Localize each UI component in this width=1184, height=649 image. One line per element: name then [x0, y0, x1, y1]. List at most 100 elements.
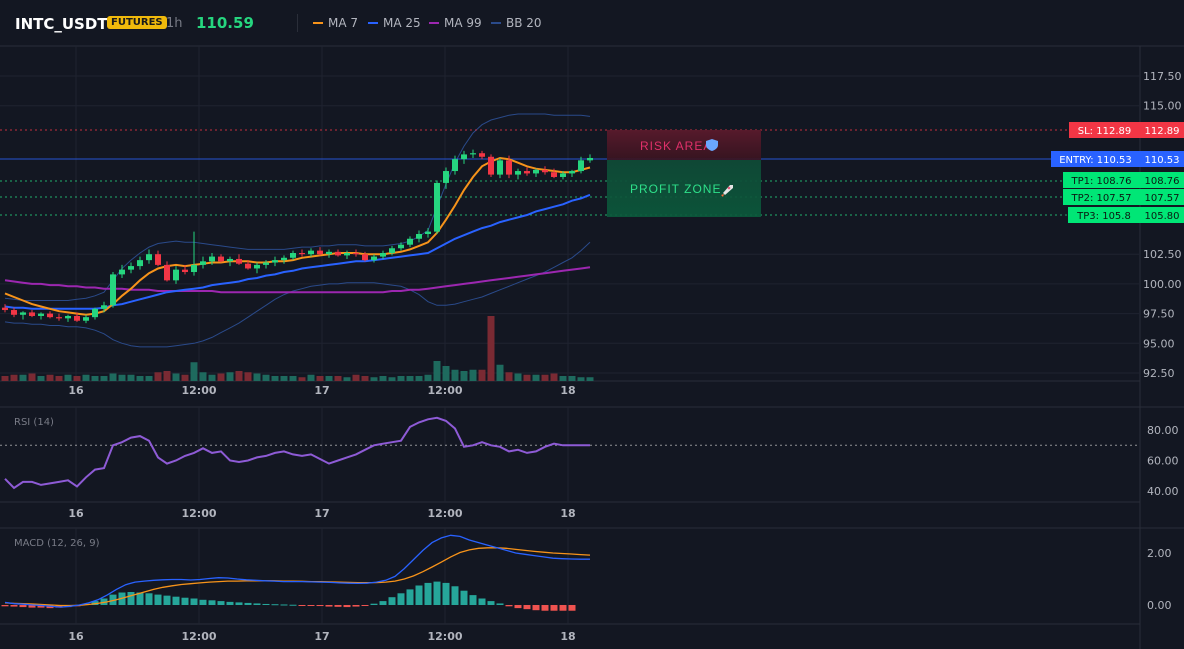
volume-bar: [217, 373, 225, 381]
price-tick-label: 92.50: [1143, 367, 1175, 380]
time-tick-label: 17: [314, 507, 329, 520]
volume-bar: [118, 374, 126, 381]
candle-body: [227, 258, 233, 262]
volume-bars: [1, 316, 594, 381]
tp2-tag: TP2: 107.57 107.57: [1063, 189, 1184, 205]
volume-bar: [424, 374, 432, 381]
tp1-tag-label-box: [1063, 172, 1140, 188]
volume-bar: [289, 376, 297, 381]
macd-pane: 2.00 0.00: [1, 534, 1172, 612]
symbol-label[interactable]: INTC_USDT: [15, 15, 108, 33]
volume-bar: [199, 372, 207, 381]
macd-histogram-bar: [433, 581, 441, 605]
tp3-tag-value: 105.80: [1145, 211, 1180, 222]
volume-bar: [550, 373, 558, 381]
macd-histogram-bar: [10, 605, 18, 607]
tp1-tag: TP1: 108.76 108.76: [1063, 172, 1184, 188]
macd-signal-line: [4, 547, 591, 607]
tp3-tag-value-box: [1140, 207, 1184, 223]
ma7-swatch-icon: [313, 22, 323, 24]
candle-body: [290, 253, 296, 258]
candle-body: [308, 250, 314, 255]
sl-tag: SL: 112.89 112.89: [1069, 122, 1184, 138]
volume-bar: [298, 377, 306, 381]
legend-ma99[interactable]: MA 99: [429, 16, 482, 30]
macd-histogram-bar: [496, 603, 504, 605]
macd-histogram-bar: [316, 605, 324, 607]
time-tick-label: 17: [314, 384, 329, 397]
volume-bar: [487, 316, 495, 381]
volume-bar: [73, 376, 81, 381]
rsi-tick-label: 60.00: [1147, 455, 1179, 468]
volume-bar: [343, 377, 351, 381]
tp1-tag-value: 108.76: [1145, 176, 1180, 187]
macd-histogram-bar: [91, 601, 99, 605]
macd-histogram-bar: [379, 601, 387, 605]
legend-ma7[interactable]: MA 7: [313, 16, 358, 30]
sl-tag-value-box: [1140, 122, 1184, 138]
candle-body: [542, 169, 548, 173]
macd-histogram-bar: [460, 590, 468, 605]
volume-bar: [352, 374, 360, 381]
volume-bar: [532, 374, 540, 381]
macd-histogram-bar: [541, 605, 549, 611]
macd-histogram-bar: [334, 605, 342, 607]
candle-body: [218, 256, 224, 262]
candle-body: [398, 244, 404, 249]
candle-body: [299, 253, 305, 255]
candle-body: [569, 171, 575, 174]
time-tick-label: 16: [68, 507, 84, 520]
time-tick-label: 12:00: [427, 630, 462, 643]
profit-zone: PROFIT ZONE: [607, 160, 761, 217]
macd-histogram-bar: [253, 603, 261, 605]
tp2-tag-label: TP2: 107.57: [1070, 193, 1131, 204]
volume-bar: [379, 376, 387, 381]
entry-tag-value-box: [1140, 151, 1184, 167]
macd-histogram-bar: [451, 586, 459, 605]
candle-body: [515, 171, 521, 175]
macd-line: [4, 534, 590, 608]
candle-body: [371, 256, 377, 261]
macd-histogram-bar: [172, 596, 180, 605]
tp2-tag-label-box: [1063, 189, 1140, 205]
timeframe-label[interactable]: 1h: [166, 16, 183, 31]
candle-body: [524, 171, 530, 174]
macd-tick-label: 0.00: [1147, 599, 1172, 612]
volume-bar: [181, 374, 189, 381]
time-tick-label: 17: [314, 630, 329, 643]
macd-histogram-bar: [262, 603, 270, 605]
macd-histogram-bar: [145, 593, 153, 605]
volume-bar: [91, 376, 99, 381]
macd-histogram-bar: [352, 605, 360, 607]
candle-body: [92, 308, 98, 318]
candle-body: [47, 313, 53, 318]
macd-histogram-bar: [163, 595, 171, 605]
macd-histogram-bar: [469, 595, 477, 605]
macd-histogram-bar: [568, 605, 576, 611]
tp3-tag: TP3: 105.8 105.80: [1068, 207, 1184, 223]
candle-body: [560, 173, 566, 177]
candle-body: [191, 264, 197, 273]
macd-title: MACD (12, 26, 9): [14, 538, 100, 549]
candle-body: [29, 312, 35, 316]
volume-bar: [406, 376, 414, 381]
volume-bar: [55, 376, 63, 381]
candle-body: [506, 160, 512, 175]
candle-body: [119, 269, 125, 275]
volume-bar: [469, 369, 477, 381]
candle-body: [83, 317, 89, 321]
price-tick-label: 115.00: [1143, 100, 1182, 113]
profit-zone-box: [607, 160, 761, 217]
candle-body: [326, 251, 332, 255]
macd-histogram-bar: [406, 589, 414, 605]
volume-bar: [136, 376, 144, 381]
profit-zone-label: PROFIT ZONE: [630, 182, 721, 196]
macd-histogram-bar: [109, 594, 117, 605]
candle-body: [407, 238, 413, 245]
candle-body: [65, 315, 71, 319]
volume-bar: [514, 373, 522, 381]
rsi-tick-label: 40.00: [1147, 485, 1179, 498]
legend-ma25[interactable]: MA 25: [368, 16, 421, 30]
legend-bb20[interactable]: BB 20: [491, 16, 542, 30]
